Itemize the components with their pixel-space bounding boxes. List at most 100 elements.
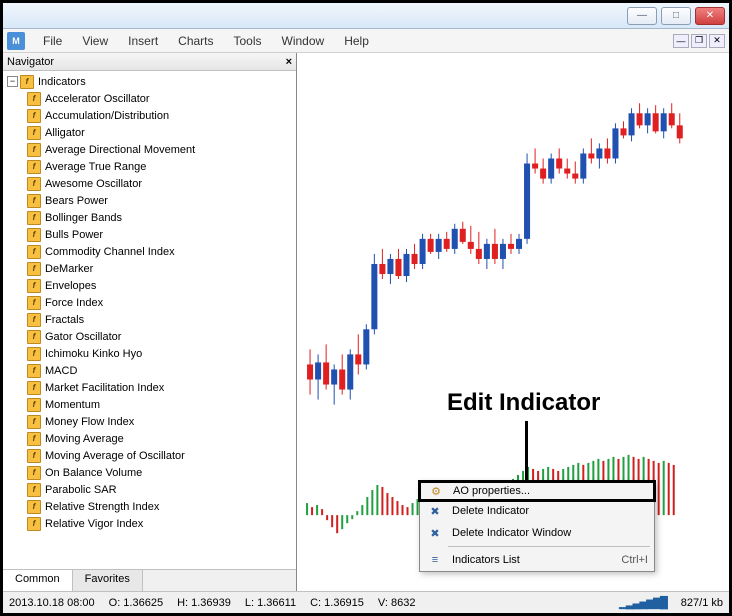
context-menu-icon: ⚙	[427, 483, 445, 499]
indicator-icon: f	[27, 279, 41, 293]
tree-item[interactable]: fAlligator	[7, 124, 296, 141]
tree-item-label: Envelopes	[45, 280, 96, 292]
tree-item-label: Commodity Channel Index	[45, 246, 175, 258]
tree-item-label: Average Directional Movement	[45, 144, 195, 156]
indicator-icon: f	[27, 109, 41, 123]
context-menu-label: Delete Indicator Window	[452, 527, 571, 539]
indicator-icon: f	[27, 143, 41, 157]
tree-item[interactable]: fBollinger Bands	[7, 209, 296, 226]
menu-charts[interactable]: Charts	[168, 31, 223, 51]
tree-item-label: Bulls Power	[45, 229, 103, 241]
tree-item-label: Ichimoku Kinko Hyo	[45, 348, 142, 360]
navigator-tabs: Common Favorites	[3, 569, 296, 591]
context-menu-item[interactable]: ≡Indicators ListCtrl+I	[420, 549, 654, 571]
context-menu-icon: ✖	[426, 503, 444, 519]
mdi-minimize-button[interactable]: —	[673, 34, 689, 48]
tree-item[interactable]: f Accumulation/Distribution	[7, 107, 296, 124]
folder-icon: f	[20, 75, 34, 89]
tree-item[interactable]: fRelative Vigor Index	[7, 515, 296, 532]
navigator-title: Navigator	[7, 56, 54, 68]
tree-item[interactable]: fRelative Strength Index	[7, 498, 296, 515]
tree-item-label: MACD	[45, 365, 77, 377]
menu-tools[interactable]: Tools	[224, 31, 272, 51]
navigator-tree[interactable]: − f Indicators fAccelerator OscillatorfA…	[3, 71, 296, 569]
app-icon: M	[7, 32, 25, 50]
annotation-label: Edit Indicator	[447, 389, 600, 417]
chart-area[interactable]: Edit Indicator ⚙AO properties...✖Delete …	[297, 53, 729, 591]
indicator-icon: f	[27, 262, 41, 276]
collapse-icon[interactable]: −	[7, 76, 18, 87]
tree-item[interactable]: f Accelerator Oscillator	[7, 90, 296, 107]
mdi-close-button[interactable]: ✕	[709, 34, 725, 48]
tree-item[interactable]: fDeMarker	[7, 260, 296, 277]
tree-item[interactable]: fOn Balance Volume	[7, 464, 296, 481]
navigator-close-button[interactable]: ×	[286, 56, 292, 68]
status-datetime: 2013.10.18 08:00	[9, 597, 95, 609]
indicator-icon: f	[27, 126, 41, 140]
tree-item-label: Accumulation/Distribution	[45, 110, 169, 122]
indicator-icon: f	[27, 177, 41, 191]
tree-item-label: Relative Vigor Index	[45, 518, 143, 530]
menu-help[interactable]: Help	[334, 31, 379, 51]
context-menu-item[interactable]: ⚙AO properties...	[418, 480, 656, 502]
tree-item[interactable]: fGator Oscillator	[7, 328, 296, 345]
context-menu-separator	[448, 546, 650, 547]
tree-item[interactable]: f MACD	[7, 362, 296, 379]
annotation-line	[525, 421, 528, 487]
context-menu-item[interactable]: ✖Delete Indicator	[420, 500, 654, 522]
mdi-restore-button[interactable]: ❐	[691, 34, 707, 48]
tree-item[interactable]: fForce Index	[7, 294, 296, 311]
context-menu: ⚙AO properties...✖Delete Indicator✖Delet…	[419, 481, 655, 572]
maximize-button[interactable]: □	[661, 7, 691, 25]
context-menu-icon: ≡	[426, 552, 444, 568]
tree-item[interactable]: f Market Facilitation Index	[7, 379, 296, 396]
indicator-icon: f	[27, 245, 41, 259]
status-open: O: 1.36625	[109, 597, 163, 609]
close-button[interactable]: ✕	[695, 7, 725, 25]
indicator-icon: f	[27, 500, 41, 514]
tree-item[interactable]: f Commodity Channel Index	[7, 243, 296, 260]
tree-item[interactable]: fMoving Average	[7, 430, 296, 447]
indicator-icon: f	[27, 483, 41, 497]
navigator-header: Navigator ×	[3, 53, 296, 71]
tree-item[interactable]: fFractals	[7, 311, 296, 328]
menu-insert[interactable]: Insert	[118, 31, 168, 51]
tree-item-label: Bears Power	[45, 195, 108, 207]
tree-item[interactable]: f Envelopes	[7, 277, 296, 294]
indicator-icon: f	[27, 92, 41, 106]
tree-item[interactable]: f Bears Power	[7, 192, 296, 209]
tree-item-label: Market Facilitation Index	[45, 382, 164, 394]
context-menu-shortcut: Ctrl+I	[621, 554, 648, 566]
tree-item-label: Bollinger Bands	[45, 212, 122, 224]
indicator-icon: f	[27, 194, 41, 208]
tree-item[interactable]: f Money Flow Index	[7, 413, 296, 430]
context-menu-item[interactable]: ✖Delete Indicator Window	[420, 522, 654, 544]
tree-root-label: Indicators	[38, 76, 86, 88]
tree-item[interactable]: fParabolic SAR	[7, 481, 296, 498]
tree-item-label: Money Flow Index	[45, 416, 134, 428]
menu-view[interactable]: View	[72, 31, 118, 51]
indicator-icon: f	[27, 415, 41, 429]
status-signal-icon: ▁▂▃▄▅▆▇	[619, 595, 667, 610]
indicator-icon: f	[27, 364, 41, 378]
tree-item[interactable]: fMoving Average of Oscillator	[7, 447, 296, 464]
tree-item[interactable]: fAverage True Range	[7, 158, 296, 175]
tree-item-label: Accelerator Oscillator	[45, 93, 150, 105]
menubar: M FileViewInsertChartsToolsWindowHelp — …	[3, 29, 729, 53]
tree-item[interactable]: fAwesome Oscillator	[7, 175, 296, 192]
menu-file[interactable]: File	[33, 31, 72, 51]
indicator-icon: f	[27, 160, 41, 174]
menu-window[interactable]: Window	[272, 31, 335, 51]
tree-item[interactable]: f Average Directional Movement	[7, 141, 296, 158]
tree-root-indicators[interactable]: − f Indicators	[7, 73, 296, 90]
indicator-icon: f	[27, 381, 41, 395]
tree-item[interactable]: fMomentum	[7, 396, 296, 413]
navigator-panel: Navigator × − f Indicators f Accelerator …	[3, 53, 297, 591]
tree-item[interactable]: fIchimoku Kinko Hyo	[7, 345, 296, 362]
tab-favorites[interactable]: Favorites	[73, 570, 143, 591]
indicator-icon: f	[27, 432, 41, 446]
minimize-button[interactable]: —	[627, 7, 657, 25]
status-low: L: 1.36611	[245, 597, 296, 609]
tab-common[interactable]: Common	[3, 570, 73, 591]
tree-item[interactable]: fBulls Power	[7, 226, 296, 243]
